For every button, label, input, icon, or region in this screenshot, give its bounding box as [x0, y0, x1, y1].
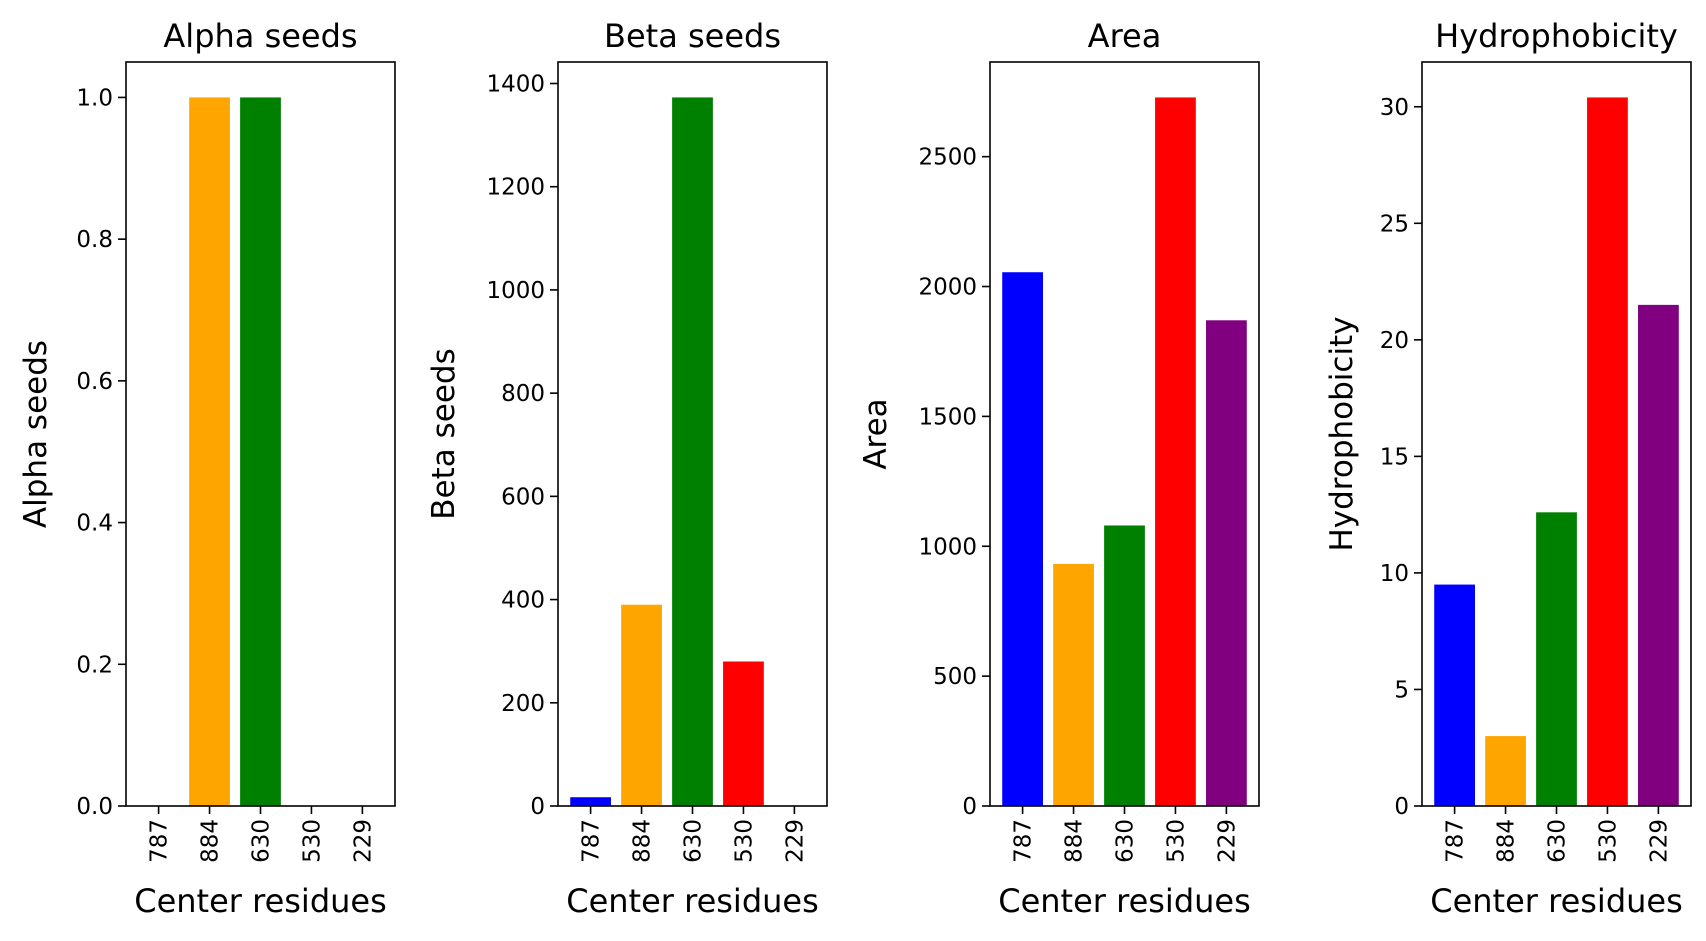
y-tick-label: 15 — [1380, 444, 1409, 470]
chart-title: Area — [1088, 17, 1162, 55]
x-axis-label: Center residues — [134, 882, 387, 920]
y-tick-label: 0 — [530, 794, 545, 820]
y-axis-label: Alpha seeds — [18, 340, 54, 528]
x-tick-label: 787 — [1443, 819, 1469, 863]
y-tick-label: 20 — [1380, 328, 1409, 354]
bar-530 — [1587, 97, 1628, 807]
x-tick-label: 630 — [1545, 819, 1571, 863]
y-tick-label: 1000 — [486, 278, 545, 304]
x-tick-label: 530 — [299, 819, 325, 863]
y-tick-label: 0.2 — [76, 652, 113, 678]
x-tick-label: 630 — [681, 819, 707, 863]
y-axis-label: Area — [858, 398, 894, 469]
bar-630 — [672, 97, 713, 807]
y-tick-label: 1200 — [486, 175, 545, 201]
x-tick-label: 229 — [1646, 819, 1672, 863]
x-axis-label: Center residues — [998, 882, 1251, 920]
x-axis-label: Center residues — [566, 882, 819, 920]
bar-229 — [1206, 320, 1247, 806]
x-tick-label: 884 — [1062, 819, 1088, 863]
x-tick-label: 229 — [782, 819, 808, 863]
chart-title: Alpha seeds — [163, 17, 357, 55]
bar-630 — [1104, 525, 1145, 806]
x-tick-label: 884 — [630, 819, 656, 863]
x-tick-label: 630 — [1113, 819, 1139, 863]
x-tick-label: 229 — [1214, 819, 1240, 863]
y-tick-label: 2000 — [918, 275, 977, 301]
y-tick-label: 1500 — [918, 404, 977, 430]
y-tick-label: 0.8 — [76, 227, 113, 253]
y-tick-label: 5 — [1394, 677, 1409, 703]
bar-530 — [723, 661, 764, 806]
y-tick-label: 1000 — [918, 534, 977, 560]
y-tick-label: 500 — [933, 664, 977, 690]
bar-884 — [1485, 736, 1526, 806]
chart-panel-1: 0.0 0.2 0.4 0.6 0.8 1.0 787 884 630 530 229 Alpha s… — [18, 17, 396, 920]
y-tick-label: 0 — [1394, 794, 1409, 820]
y-tick-label: 800 — [501, 381, 545, 407]
bar-787 — [570, 797, 611, 806]
x-tick-label: 229 — [350, 819, 376, 863]
y-tick-label: 25 — [1380, 211, 1409, 237]
y-tick-label: 10 — [1380, 561, 1409, 587]
y-axis-label: Beta seeds — [426, 348, 462, 519]
x-tick-label: 884 — [1494, 819, 1520, 863]
chart-panel-3: 0 500 1000 1500 2000 2500 787 884 630 530 229 Area C… — [858, 17, 1260, 920]
y-tick-label: 0.6 — [76, 369, 113, 395]
y-tick-label: 1.0 — [76, 85, 113, 111]
chart-title: Beta seeds — [604, 17, 781, 55]
bar-530 — [1155, 97, 1196, 807]
bar-787 — [1002, 272, 1043, 807]
y-tick-label: 200 — [501, 691, 545, 717]
bar-884 — [189, 97, 230, 807]
x-tick-label: 787 — [147, 819, 173, 863]
x-tick-label: 787 — [579, 819, 605, 863]
x-tick-label: 884 — [198, 819, 224, 863]
x-tick-label: 530 — [1595, 819, 1621, 863]
y-tick-label: 30 — [1380, 95, 1409, 121]
y-tick-label: 400 — [501, 588, 545, 614]
y-tick-label: 2500 — [918, 145, 977, 171]
chart-panel-4: 0 5 10 15 20 25 30 787 884 630 530 229 Hydrophobicit… — [1324, 17, 1692, 920]
y-tick-label: 0.4 — [76, 511, 113, 537]
bar-787 — [1434, 584, 1475, 806]
bar-884 — [621, 604, 662, 806]
chart-title: Hydrophobicity — [1435, 17, 1678, 55]
y-tick-label: 600 — [501, 484, 545, 510]
bar-884 — [1053, 563, 1094, 806]
bar-229 — [1638, 304, 1679, 806]
bar-630 — [1536, 512, 1577, 806]
y-axis-label: Hydrophobicity — [1324, 316, 1360, 551]
x-axis-label: Center residues — [1430, 882, 1683, 920]
x-tick-label: 530 — [1163, 819, 1189, 863]
x-tick-label: 787 — [1011, 819, 1037, 863]
bar-630 — [240, 97, 281, 807]
y-tick-label: 0 — [962, 794, 977, 820]
chart-panel-2: 0 200 400 600 800 1000 1200 1400 787 884 630 530 229… — [426, 17, 828, 920]
y-tick-label: 1400 — [486, 71, 545, 97]
x-tick-label: 530 — [731, 819, 757, 863]
y-tick-label: 0.0 — [76, 794, 113, 820]
x-tick-label: 630 — [249, 819, 275, 863]
